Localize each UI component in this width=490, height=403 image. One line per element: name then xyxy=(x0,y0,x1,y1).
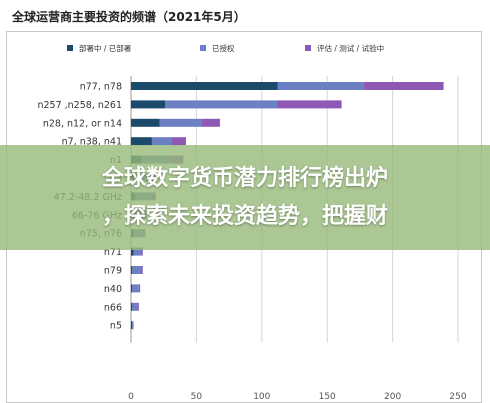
bar-segment xyxy=(137,302,139,311)
bar-segment xyxy=(138,284,141,293)
bar-segment xyxy=(151,137,172,146)
category-label: n77, n78 xyxy=(80,82,122,93)
banner-overlay xyxy=(0,145,490,250)
bar-segment xyxy=(131,100,166,109)
x-tick-label: 200 xyxy=(384,392,401,400)
legend-swatch xyxy=(200,45,206,51)
category-label: n79 xyxy=(104,266,122,277)
bar-segment xyxy=(132,302,138,311)
category-label: n7, n38, n41 xyxy=(62,137,122,148)
legend-label: 已授权 xyxy=(212,43,235,53)
bar-segment xyxy=(131,321,133,330)
x-tick-label: 0 xyxy=(128,392,134,400)
bar-segment xyxy=(277,100,342,109)
legend-label: 部署中 / 已部署 xyxy=(79,43,132,53)
bar-segment xyxy=(131,284,133,293)
bar-segment xyxy=(165,100,278,109)
banner-text: 全球数字货币潜力排行榜出炉 ，探索未来投资趋势，把握财 xyxy=(0,160,490,236)
banner-line-1: 全球数字货币潜力排行榜出炉 xyxy=(101,166,388,191)
bar-segment xyxy=(131,302,133,311)
bar-segment xyxy=(141,247,143,256)
category-label: n5 xyxy=(110,321,122,332)
bar-segment xyxy=(171,137,186,146)
legend-swatch xyxy=(67,45,73,51)
bar-segment xyxy=(131,118,160,127)
category-label: n28, n12, or n14 xyxy=(43,118,122,129)
x-tick-label: 150 xyxy=(319,392,336,400)
bar-segment xyxy=(132,321,134,330)
bar-segment xyxy=(201,118,220,127)
bar-segment xyxy=(132,266,142,274)
bar-segment xyxy=(363,82,444,90)
category-label: n40 xyxy=(104,284,122,295)
chart-title: 全球运营商主要投资的频谱（2021年5月） xyxy=(12,10,246,24)
category-label: n66 xyxy=(104,302,122,313)
category-label: n257 ,n258, n261 xyxy=(37,100,122,111)
x-tick-label: 250 xyxy=(449,392,466,400)
banner-line-2: ，探索未来投资趋势，把握财 xyxy=(101,204,388,229)
bar-segment xyxy=(131,247,134,256)
bar-segment xyxy=(277,82,364,90)
bar-segment xyxy=(131,266,133,274)
category-label: n71 xyxy=(104,247,122,258)
legend-label: 评估 / 测试 / 试验中 xyxy=(317,43,384,53)
bar-segment xyxy=(131,137,152,146)
bar-segment xyxy=(132,284,139,293)
bar-segment xyxy=(141,266,143,274)
bar-segment xyxy=(133,247,142,256)
x-tick-label: 50 xyxy=(191,392,203,400)
bar-segment xyxy=(131,82,278,90)
bar-segment xyxy=(159,118,202,127)
x-tick-label: 100 xyxy=(253,392,270,400)
legend-swatch xyxy=(305,45,311,51)
